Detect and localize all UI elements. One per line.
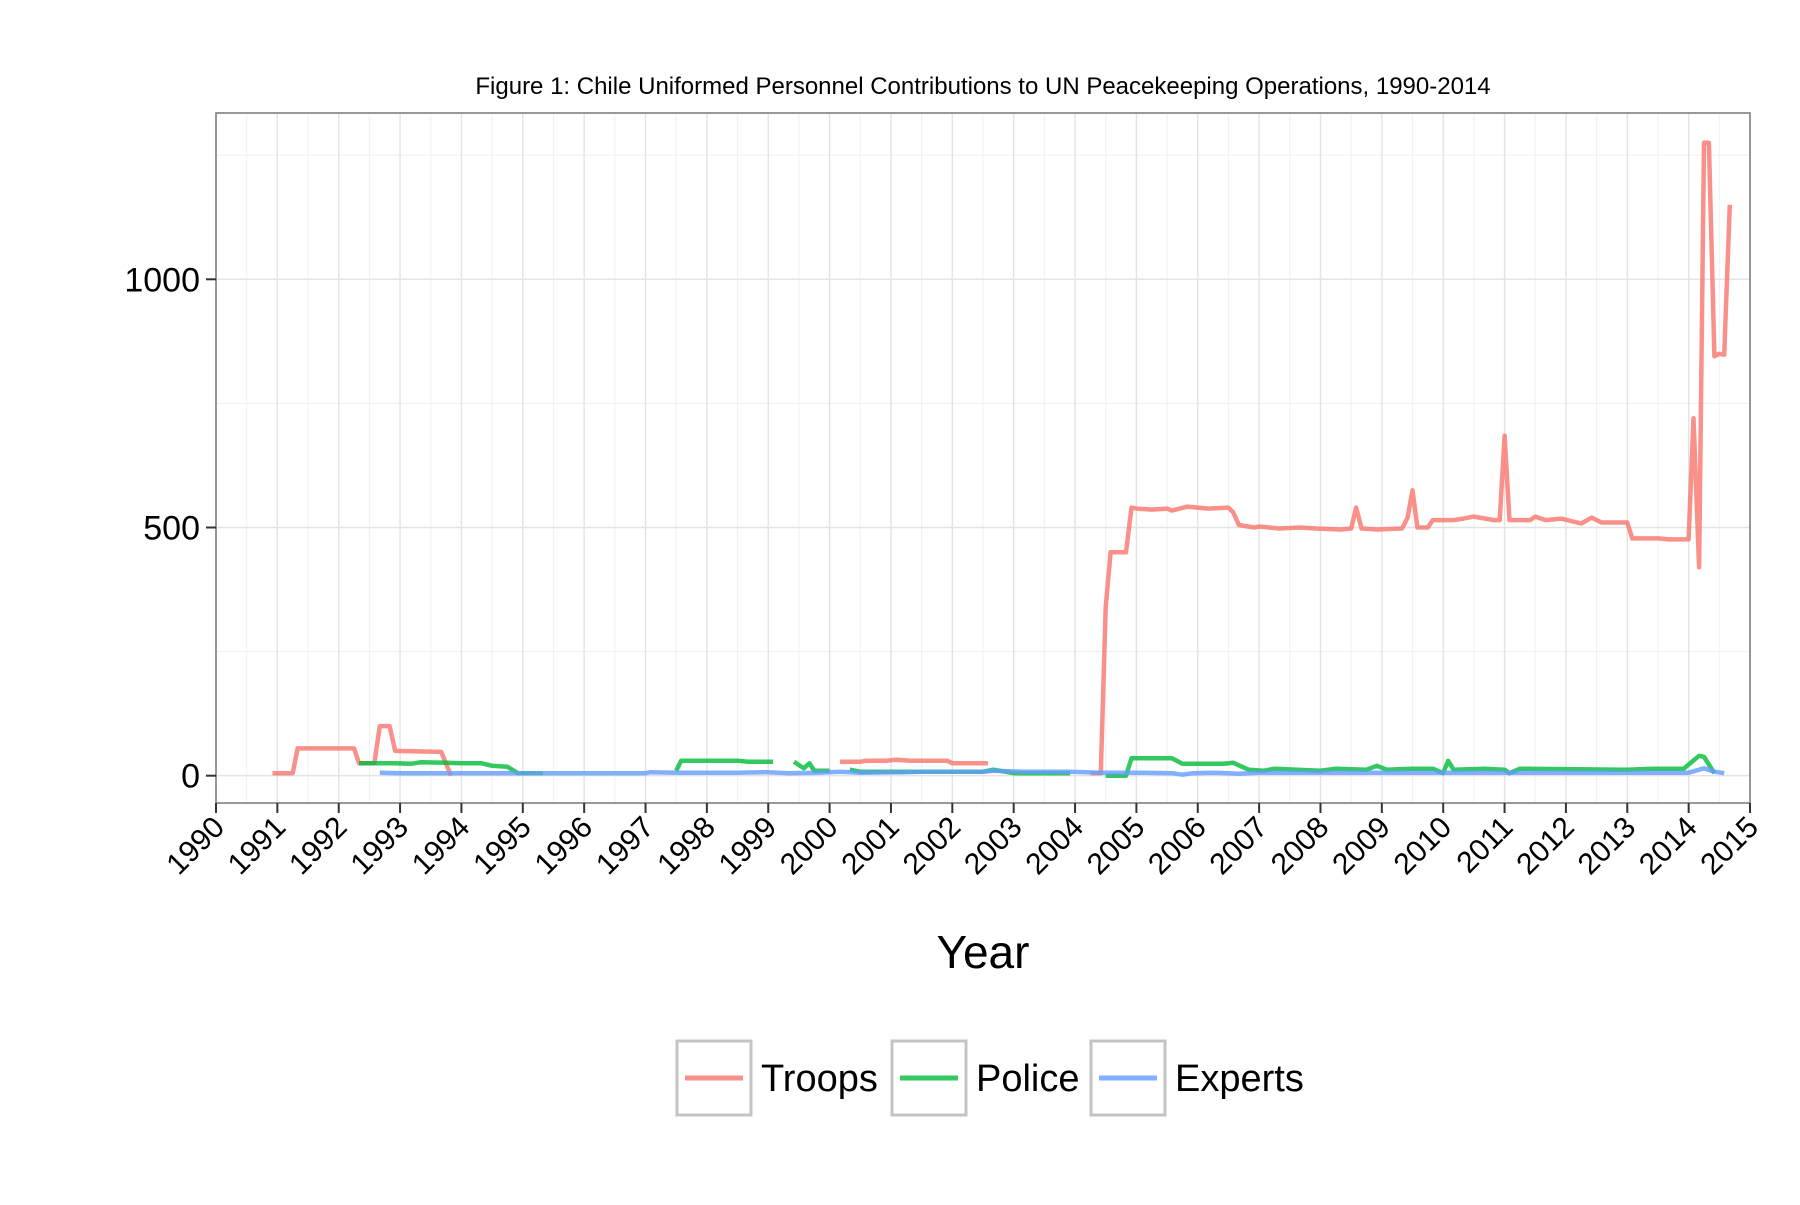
x-tick-label: 2008	[1265, 811, 1336, 882]
y-tick-label: 500	[143, 509, 200, 547]
x-tick-label: 2000	[774, 811, 845, 882]
series-line-police	[359, 760, 543, 776]
x-tick-label: 2004	[1019, 811, 1090, 882]
x-tick-label: 1998	[651, 811, 722, 882]
legend-label-experts: Experts	[1175, 1058, 1304, 1100]
chart-title: Figure 1: Chile Uniformed Personnel Cont…	[475, 73, 1490, 100]
x-tick-label: 2003	[958, 811, 1029, 882]
series-line-police	[674, 758, 774, 772]
x-tick-label: 2009	[1326, 811, 1397, 882]
y-tick-label: 0	[181, 758, 200, 796]
legend-label-police: Police	[976, 1058, 1080, 1100]
x-tick-label: 1997	[590, 811, 661, 882]
legend-label-troops: Troops	[761, 1058, 878, 1100]
x-tick-label: 2012	[1510, 811, 1581, 882]
x-tick-label: 1993	[344, 811, 415, 882]
x-tick-label: 1992	[283, 811, 354, 882]
series-lines	[272, 140, 1733, 778]
series-line-police	[1105, 753, 1717, 778]
x-tick-label: 1995	[467, 811, 538, 882]
x-tick-label: 2005	[1081, 811, 1152, 882]
x-tick-label: 1994	[406, 811, 477, 882]
x-tick-label: 2006	[1142, 811, 1213, 882]
x-tick-label: 1991	[222, 811, 293, 882]
x-tick-label: 1999	[713, 811, 784, 882]
x-axis: 1990199119921993199419951996199719981999…	[160, 803, 1765, 881]
x-tick-label: 2014	[1633, 811, 1704, 882]
y-axis: 0 500 1000	[124, 261, 216, 796]
x-axis-label: Year	[937, 926, 1030, 978]
series-line-experts	[553, 766, 1725, 777]
legend: Troops Police Experts	[675, 1039, 1304, 1117]
x-tick-label: 2007	[1204, 811, 1275, 882]
series-line-troops	[1090, 140, 1733, 776]
x-tick-label: 2001	[835, 811, 906, 882]
series-line-troops	[840, 757, 988, 766]
x-tick-label: 1990	[160, 811, 231, 882]
x-tick-label: 2013	[1572, 811, 1643, 882]
minor-gridlines	[216, 113, 1750, 803]
plot-border	[215, 112, 1751, 804]
x-tick-label: 2010	[1388, 811, 1459, 882]
x-tick-label: 1996	[529, 811, 600, 882]
x-tick-label: 2002	[897, 811, 968, 882]
x-tick-label: 2011	[1451, 811, 1520, 880]
series-line-experts	[379, 770, 554, 776]
y-tick-label: 1000	[124, 261, 200, 299]
x-tick-label: 2015	[1694, 811, 1765, 882]
